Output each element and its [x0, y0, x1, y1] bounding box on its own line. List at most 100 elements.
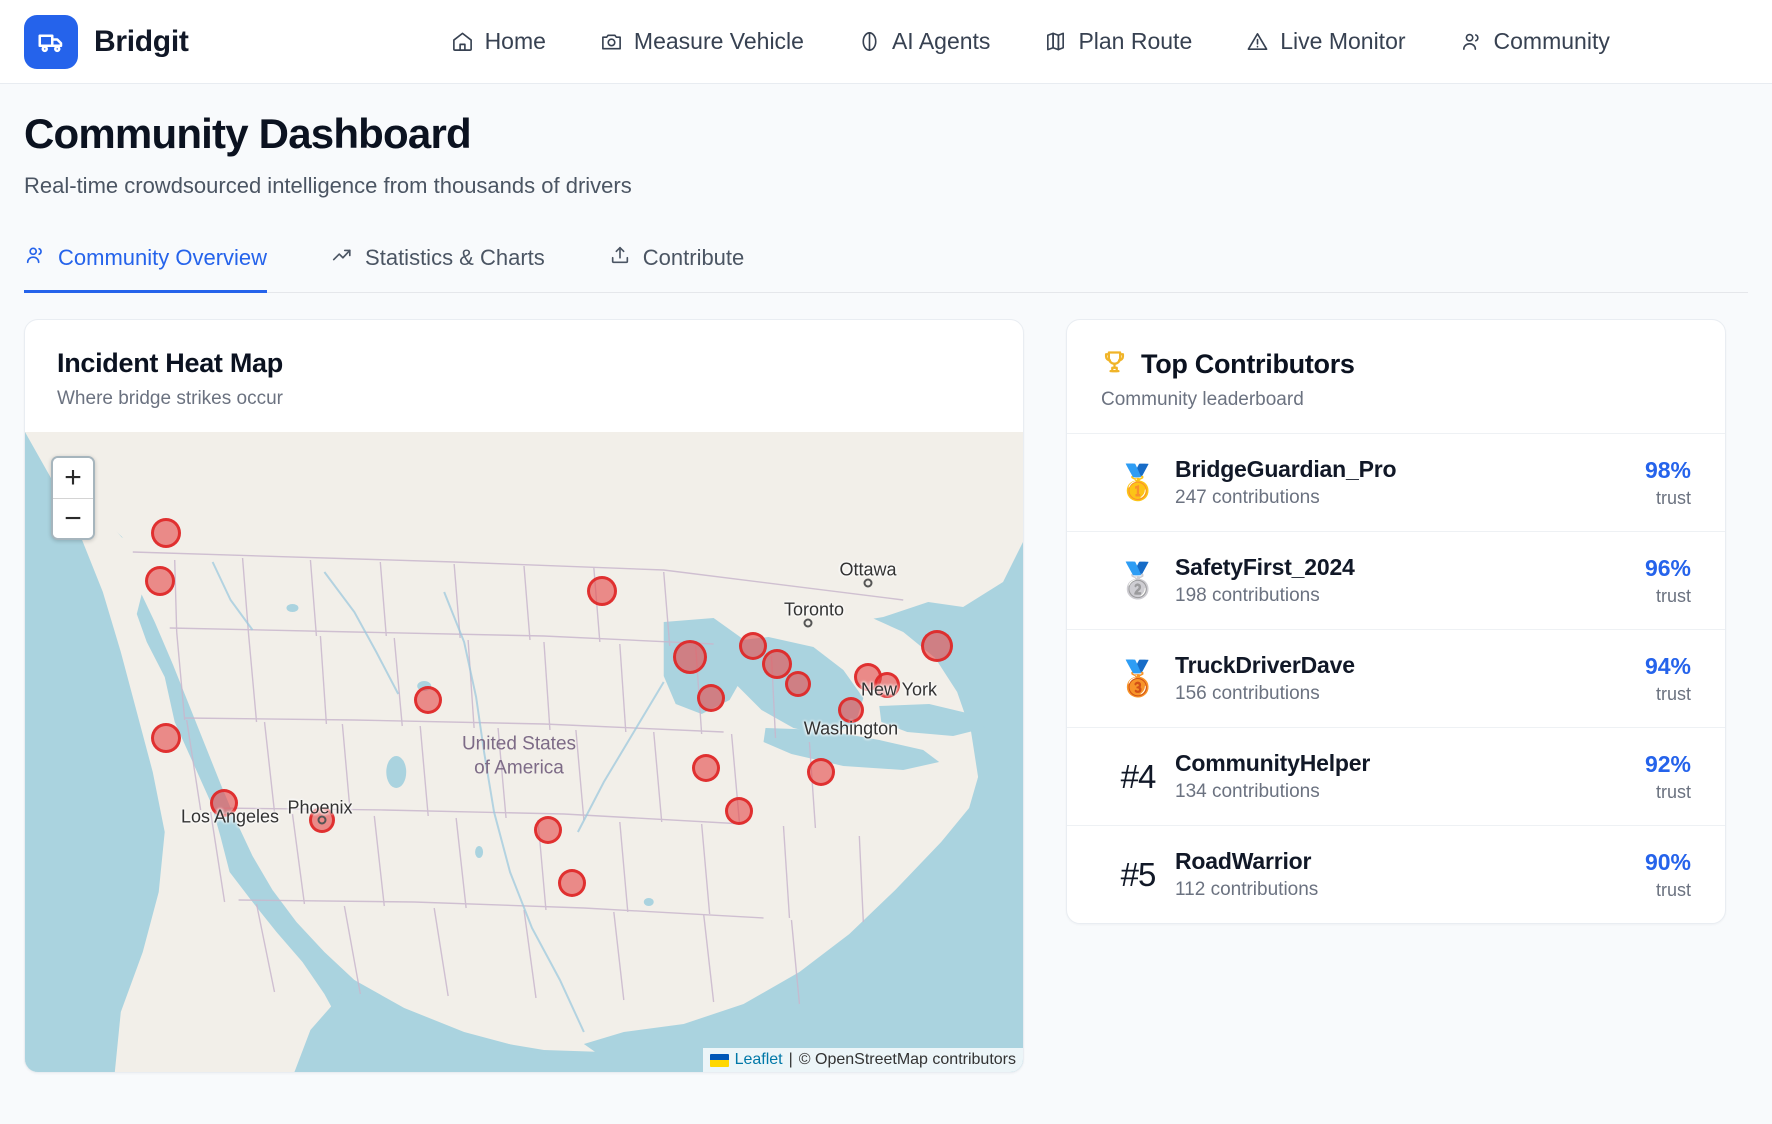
nav-label: Live Monitor: [1280, 28, 1406, 54]
contributor-trust: 94% trust: [1645, 653, 1691, 705]
contributor-contributions: 247 contributions: [1175, 487, 1320, 509]
contributor-info: CommunityHelper 134 contributions: [1175, 750, 1645, 803]
contributor-contributions: 134 contributions: [1175, 781, 1320, 803]
nav-label: AI Agents: [891, 28, 991, 54]
osm-attribution: © OpenStreetMap contributors: [798, 1051, 1016, 1069]
nav-link-live-monitor[interactable]: Live Monitor: [1246, 28, 1406, 55]
nav-link-ai-agents[interactable]: AI Agents: [858, 28, 990, 55]
incident-marker[interactable]: [145, 566, 175, 597]
trending-up-icon: [331, 244, 353, 272]
rank-number: #5: [1120, 855, 1157, 893]
nav-label: Home: [484, 28, 546, 54]
incident-marker[interactable]: [587, 576, 617, 607]
ukraine-flag-icon: [709, 1053, 729, 1067]
contributor-trust: 96% trust: [1645, 555, 1691, 607]
nav-label: Measure Vehicle: [633, 28, 804, 54]
tab-contribute[interactable]: Contribute: [609, 244, 744, 293]
incident-marker[interactable]: [762, 649, 792, 680]
tab-label: Community Overview: [58, 245, 268, 271]
incident-marker[interactable]: [151, 518, 181, 549]
nav-links: Home Measure Vehicle AI Agents Plan Rout…: [451, 28, 1610, 55]
zoom-out-button[interactable]: −: [53, 498, 93, 539]
contributor-row[interactable]: 🥉 TruckDriverDave 156 contributions 94% trus…: [1067, 630, 1725, 729]
leaflet-link[interactable]: Leaflet: [734, 1051, 783, 1069]
page-header: Community Dashboard Real-time crowdsourc…: [0, 84, 1772, 199]
trust-percent: 92%: [1644, 750, 1691, 777]
incident-marker[interactable]: [692, 754, 720, 783]
contributor-name: BridgeGuardian_Pro: [1175, 456, 1397, 483]
map-card-subtitle: Where bridge strikes occur: [57, 388, 283, 410]
nav-label: Plan Route: [1078, 28, 1193, 54]
map-zoom-controls: + −: [51, 456, 95, 541]
trust-percent: 90%: [1644, 848, 1691, 875]
tab-label: Statistics & Charts: [365, 245, 545, 271]
incident-marker[interactable]: [558, 869, 586, 898]
city-dot-icon: [317, 815, 327, 825]
contributor-trust: 92% trust: [1645, 751, 1691, 803]
contributor-row[interactable]: #5 RoadWarrior 112 contributions 90% trust: [1067, 826, 1725, 923]
trust-percent: 98%: [1644, 456, 1691, 483]
trust-label: trust: [1655, 487, 1691, 508]
map-attribution: Leaflet | © OpenStreetMap contributors: [702, 1048, 1023, 1073]
page-subtitle: Real-time crowdsourced intelligence from…: [24, 173, 632, 199]
trust-label: trust: [1655, 683, 1691, 704]
city-dot-icon: [863, 578, 873, 588]
incident-marker[interactable]: [534, 816, 562, 845]
contributor-contributions: 112 contributions: [1175, 879, 1319, 901]
tab-statistics-charts[interactable]: Statistics & Charts: [331, 244, 545, 293]
incident-marker[interactable]: [921, 630, 953, 663]
contributor-name: SafetyFirst_2024: [1175, 554, 1355, 581]
brand-name: Bridgit: [94, 24, 189, 58]
incident-heat-map-card: Incident Heat Map Where bridge strikes o…: [24, 319, 1024, 1074]
contributor-name: TruckDriverDave: [1175, 652, 1355, 679]
medal-icon: 🥇: [1116, 463, 1160, 502]
incident-marker[interactable]: [697, 684, 725, 713]
nav-link-plan-route[interactable]: Plan Route: [1044, 28, 1192, 55]
contributor-row[interactable]: 🥇 BridgeGuardian_Pro 247 contributions 98% t…: [1067, 434, 1725, 533]
incident-marker[interactable]: [151, 723, 181, 754]
rank-number: #4: [1120, 757, 1157, 795]
brand[interactable]: Bridgit: [24, 14, 189, 69]
basemap-tiles: [25, 432, 1023, 1073]
medal-icon: 🥉: [1116, 659, 1160, 698]
contributor-row[interactable]: #4 CommunityHelper 134 contributions 92% tru…: [1067, 728, 1725, 827]
incident-marker[interactable]: [807, 758, 835, 787]
top-contributors-card: Top Contributors Community leaderboard 🥇…: [1066, 319, 1726, 925]
contributor-info: RoadWarrior 112 contributions: [1175, 848, 1645, 901]
map-icon: [1044, 30, 1067, 53]
contributor-trust: 98% trust: [1645, 457, 1691, 509]
nav-link-home[interactable]: Home: [451, 28, 546, 55]
contributor-info: TruckDriverDave 156 contributions: [1175, 652, 1645, 705]
incident-marker[interactable]: [414, 686, 442, 715]
contributor-name: RoadWarrior: [1175, 848, 1312, 875]
trust-percent: 94%: [1644, 652, 1691, 679]
incident-marker[interactable]: [874, 672, 900, 699]
map-card-title: Incident Heat Map: [57, 348, 283, 379]
tab-community-overview[interactable]: Community Overview: [24, 244, 268, 294]
trophy-icon: [1101, 348, 1128, 380]
incident-marker[interactable]: [210, 789, 238, 818]
truck-icon: [24, 14, 78, 69]
incident-marker[interactable]: [725, 797, 753, 826]
brain-icon: [858, 30, 881, 53]
warning-triangle-icon: [1246, 30, 1269, 53]
upload-icon: [609, 244, 631, 272]
incident-marker[interactable]: [838, 697, 864, 724]
contributors-subtitle: Community leaderboard: [1101, 389, 1304, 411]
incident-marker[interactable]: [673, 640, 707, 675]
trust-label: trust: [1655, 585, 1691, 606]
contributor-contributions: 156 contributions: [1175, 683, 1320, 705]
trust-percent: 96%: [1644, 554, 1691, 581]
incident-marker[interactable]: [739, 632, 767, 661]
contributor-name: CommunityHelper: [1175, 750, 1371, 777]
nav-link-community[interactable]: Community: [1460, 28, 1610, 55]
top-navbar: Bridgit Home Measure Vehicle AI Agents P…: [0, 0, 1772, 84]
zoom-in-button[interactable]: +: [53, 458, 93, 499]
incident-marker[interactable]: [785, 671, 811, 698]
users-icon: [1460, 30, 1483, 53]
nav-link-measure-vehicle[interactable]: Measure Vehicle: [600, 28, 804, 55]
contributor-trust: 90% trust: [1645, 849, 1691, 901]
contributors-list: 🥇 BridgeGuardian_Pro 247 contributions 98% t…: [1067, 434, 1725, 923]
contributor-row[interactable]: 🥈 SafetyFirst_2024 198 contributions 96% tru…: [1067, 532, 1725, 631]
leaflet-map[interactable]: + − Ottawa Toronto New York Washington Phoen…: [25, 432, 1023, 1073]
